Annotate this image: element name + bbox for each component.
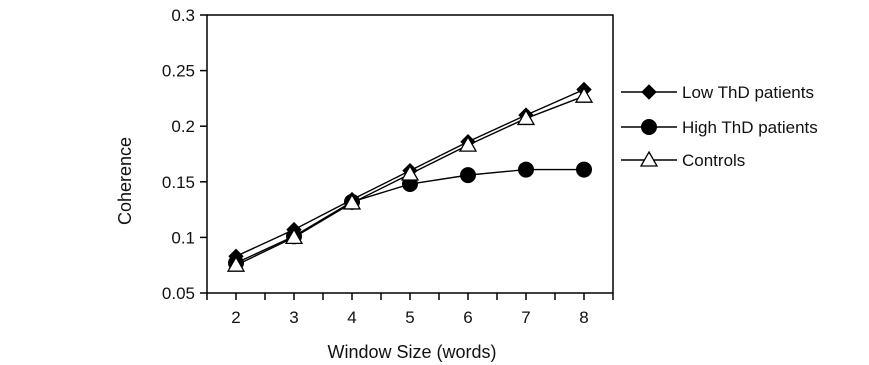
data-point bbox=[342, 193, 362, 210]
data-point bbox=[458, 135, 478, 152]
data-point bbox=[518, 161, 534, 178]
legend: Low ThD patients High ThD patients Control… bbox=[621, 83, 818, 170]
data-point bbox=[460, 167, 476, 184]
series-markers bbox=[226, 81, 594, 272]
y-axis-ticks: 0.05 0.1 0.15 0.2 0.25 0.3 bbox=[162, 6, 207, 303]
x-tick-label: 6 bbox=[463, 308, 472, 327]
data-point bbox=[574, 86, 594, 103]
legend-label: High ThD patients bbox=[682, 118, 818, 137]
data-point bbox=[284, 228, 304, 245]
x-tick-label: 3 bbox=[289, 308, 298, 327]
data-point bbox=[516, 109, 536, 126]
y-tick-label: 0.3 bbox=[171, 6, 195, 25]
x-tick-label: 2 bbox=[231, 308, 240, 327]
data-point bbox=[226, 255, 246, 272]
y-axis-title: Coherence bbox=[115, 137, 135, 225]
y-tick-label: 0.1 bbox=[171, 228, 195, 247]
data-point bbox=[400, 164, 420, 181]
plot-frame bbox=[206, 14, 614, 294]
legend-label: Controls bbox=[682, 151, 745, 170]
legend-marker bbox=[641, 84, 657, 100]
x-tick-label: 4 bbox=[347, 308, 356, 327]
y-tick-label: 0.2 bbox=[171, 117, 195, 136]
x-axis-title: Window Size (words) bbox=[327, 342, 496, 362]
y-tick-label: 0.25 bbox=[162, 62, 195, 81]
legend-marker bbox=[639, 150, 659, 167]
x-tick-label: 7 bbox=[521, 308, 530, 327]
axes bbox=[206, 14, 614, 294]
y-tick-label: 0.05 bbox=[162, 284, 195, 303]
x-tick-label: 8 bbox=[579, 308, 588, 327]
y-tick-label: 0.15 bbox=[162, 173, 195, 192]
legend-label: Low ThD patients bbox=[682, 83, 814, 102]
legend-marker bbox=[641, 119, 657, 135]
data-point bbox=[576, 161, 592, 178]
x-axis-ticks: 2 3 4 5 6 7 8 bbox=[206, 293, 614, 327]
x-tick-label: 5 bbox=[405, 308, 414, 327]
